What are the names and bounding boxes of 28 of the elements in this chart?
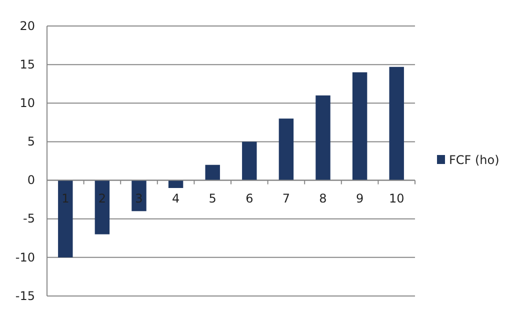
y-tick-label: 5 xyxy=(27,134,35,149)
x-tick-label: 10 xyxy=(388,191,404,206)
bar xyxy=(389,66,404,180)
x-tick-label: 8 xyxy=(319,191,327,206)
x-tick-label: 4 xyxy=(172,191,180,206)
bar xyxy=(278,118,294,180)
x-tick-label: 1 xyxy=(62,191,70,206)
bar xyxy=(94,180,110,234)
y-tick-label: -5 xyxy=(23,212,35,226)
y-tick-label: 15 xyxy=(20,57,35,72)
x-tick-label: 2 xyxy=(98,191,106,206)
x-tick-label: 5 xyxy=(208,191,216,206)
y-tick-label: 0 xyxy=(27,173,35,188)
bar xyxy=(132,180,146,212)
bar xyxy=(352,72,368,180)
y-tick-label: -10 xyxy=(15,250,35,264)
legend-label: FCF (ho) xyxy=(449,153,500,167)
y-tick-label: 10 xyxy=(20,96,35,110)
x-tick-label: 6 xyxy=(246,191,254,206)
bar xyxy=(205,164,220,180)
y-tick-label: 20 xyxy=(20,18,35,33)
bar xyxy=(58,180,73,258)
bar xyxy=(242,142,257,180)
x-tick-label: 3 xyxy=(135,191,143,206)
y-tick-label: -15 xyxy=(15,288,35,303)
x-tick-label: 7 xyxy=(282,191,290,206)
bar xyxy=(316,95,330,180)
x-tick-label: 9 xyxy=(356,191,364,206)
